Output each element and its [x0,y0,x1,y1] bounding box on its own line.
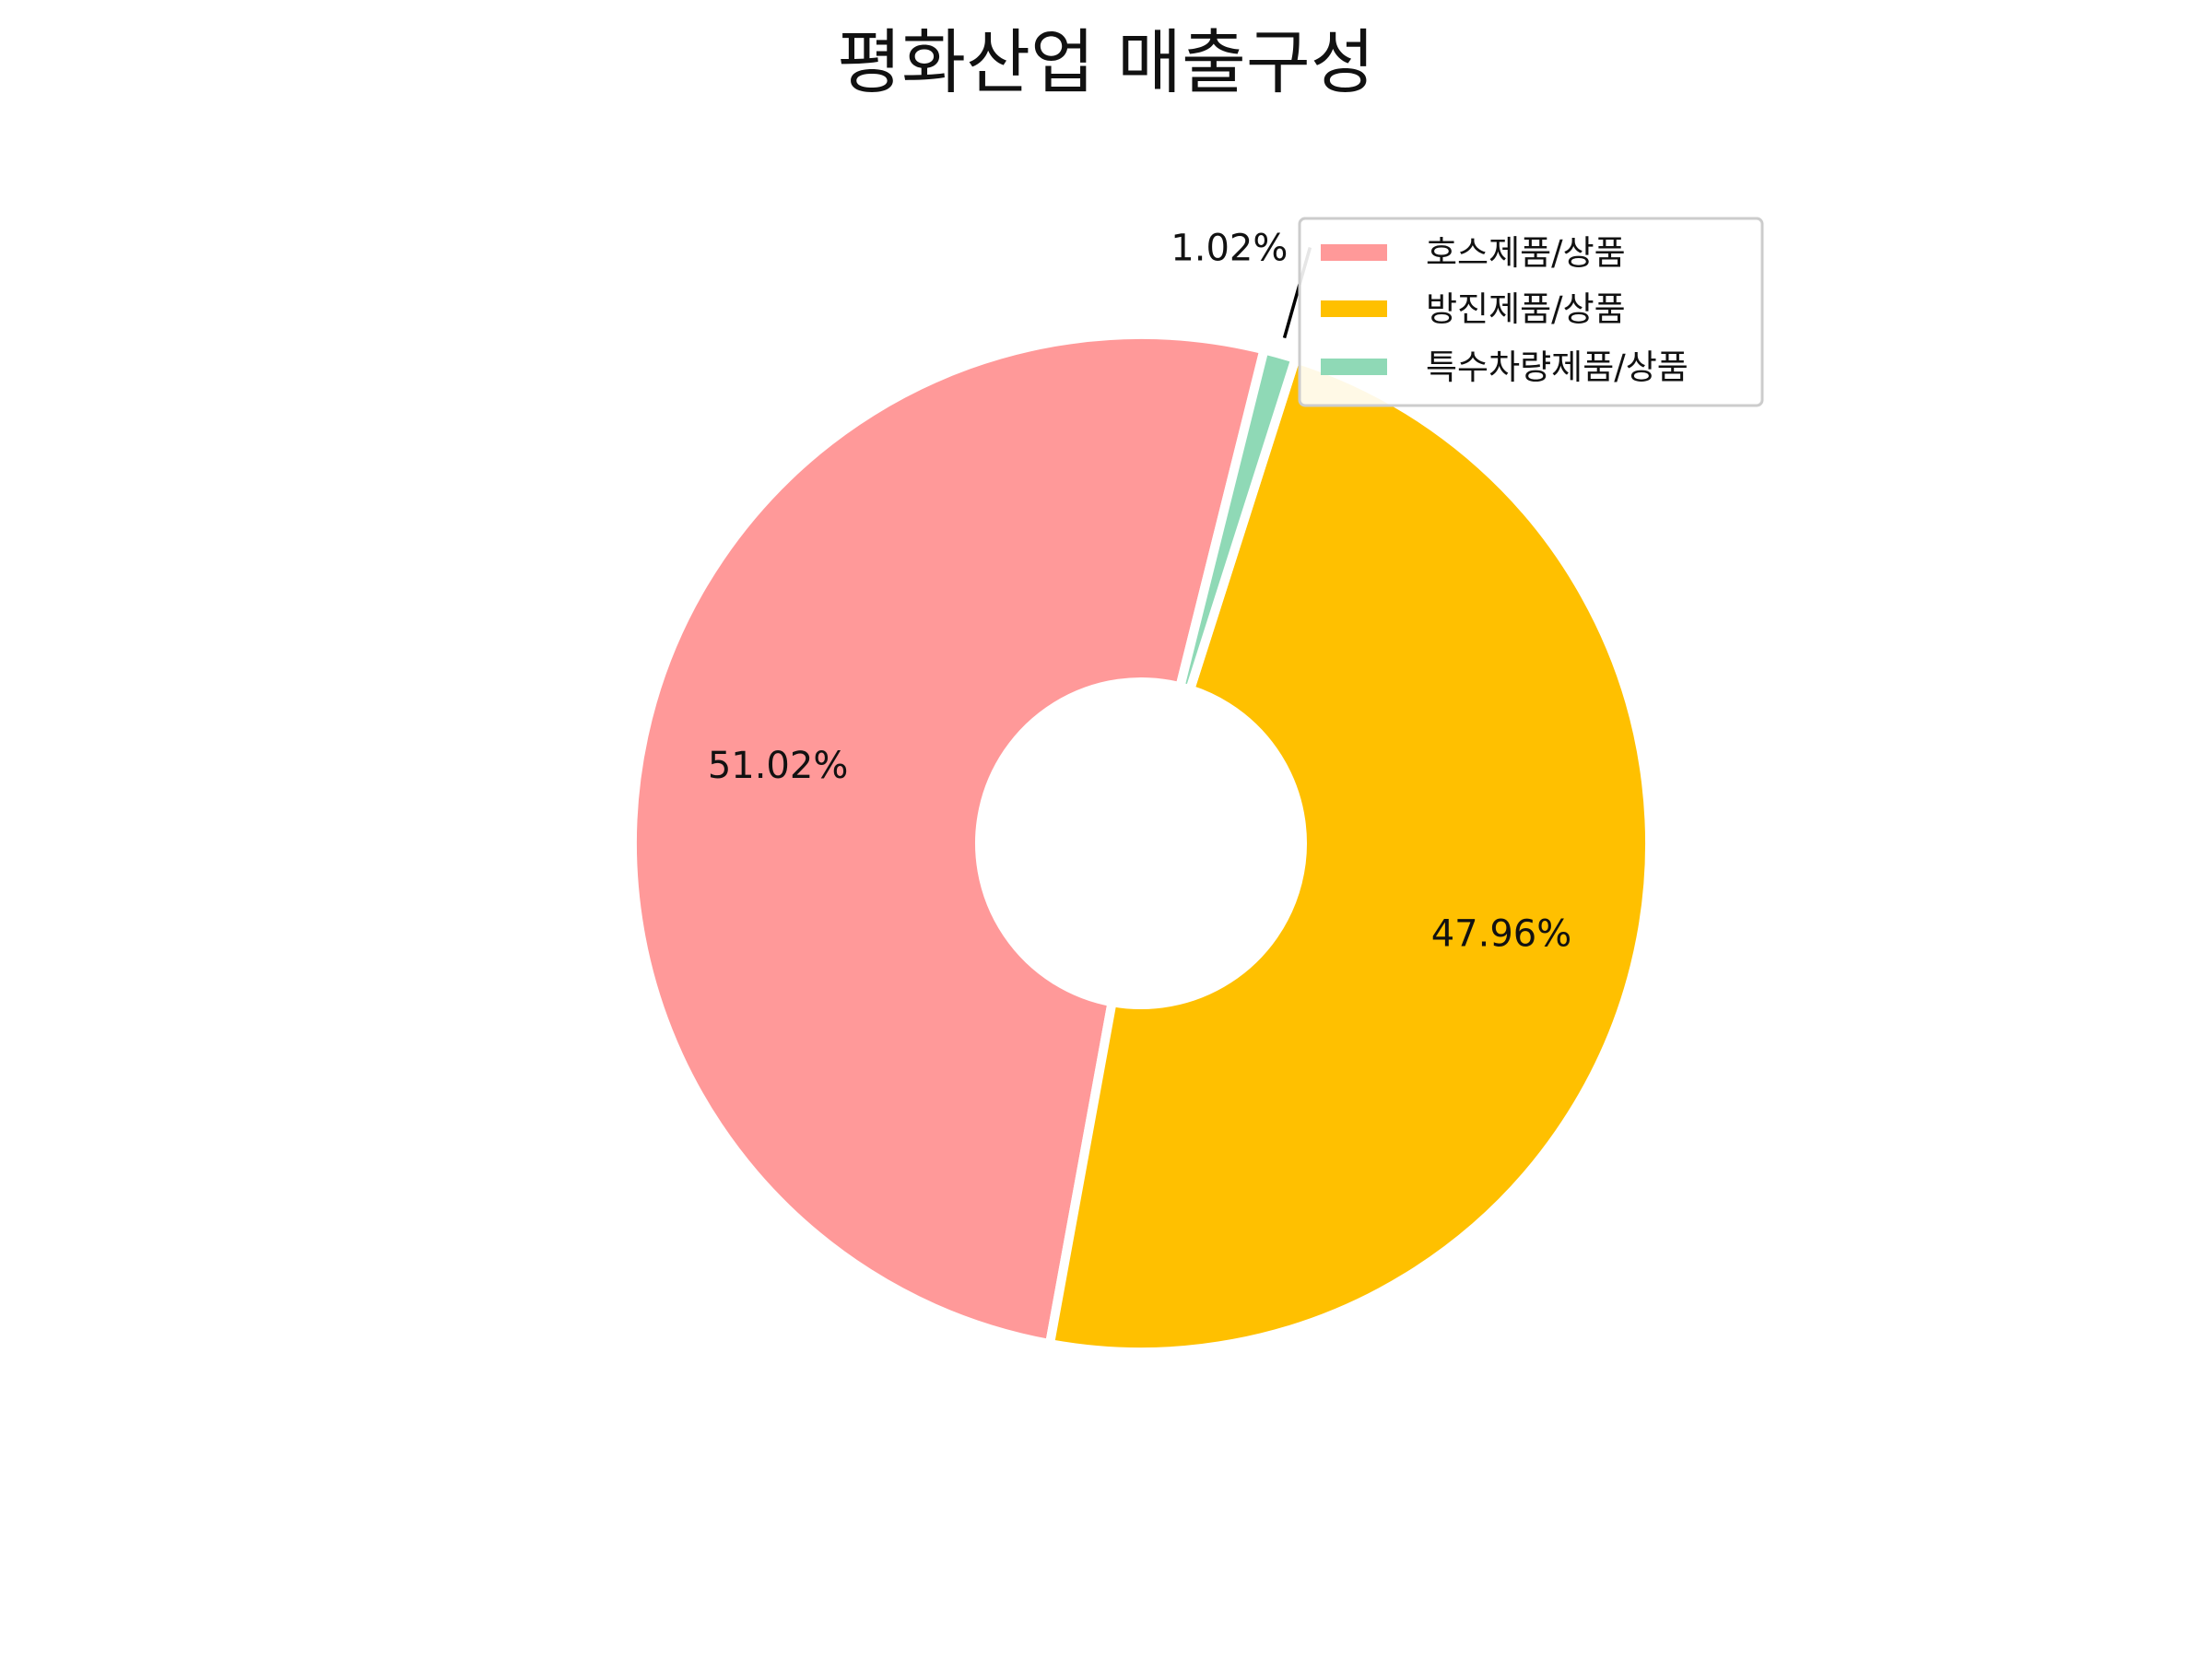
legend-swatch-anti-vibration [1321,300,1387,317]
slice-hose [628,330,1270,1349]
slice-label-hose: 51.02% [708,745,849,787]
legend-frame [1298,217,1764,407]
legend-swatch-special-vehicle [1321,359,1387,375]
legend-label-anti-vibration: 방진제품/상품 [1426,289,1626,329]
slice-label-anti-vibration: 47.96% [1431,912,1572,955]
slice-special-vehicle [1174,344,1301,696]
chart-title: 평화산업 매출구성 [837,21,1375,103]
legend-label-special-vehicle: 특수차량제품/상품 [1426,347,1688,387]
legend: 호스제품/상품 방진제품/상품 특수차량제품/상품 [1298,217,1764,407]
slice-label-special-vehicle: 1.02% [1171,228,1288,270]
donut-chart [628,330,1654,1358]
legend-swatch-hose [1321,244,1387,261]
slice-anti-vibration [1044,352,1654,1358]
legend-label-hose: 호스제품/상품 [1426,233,1626,273]
